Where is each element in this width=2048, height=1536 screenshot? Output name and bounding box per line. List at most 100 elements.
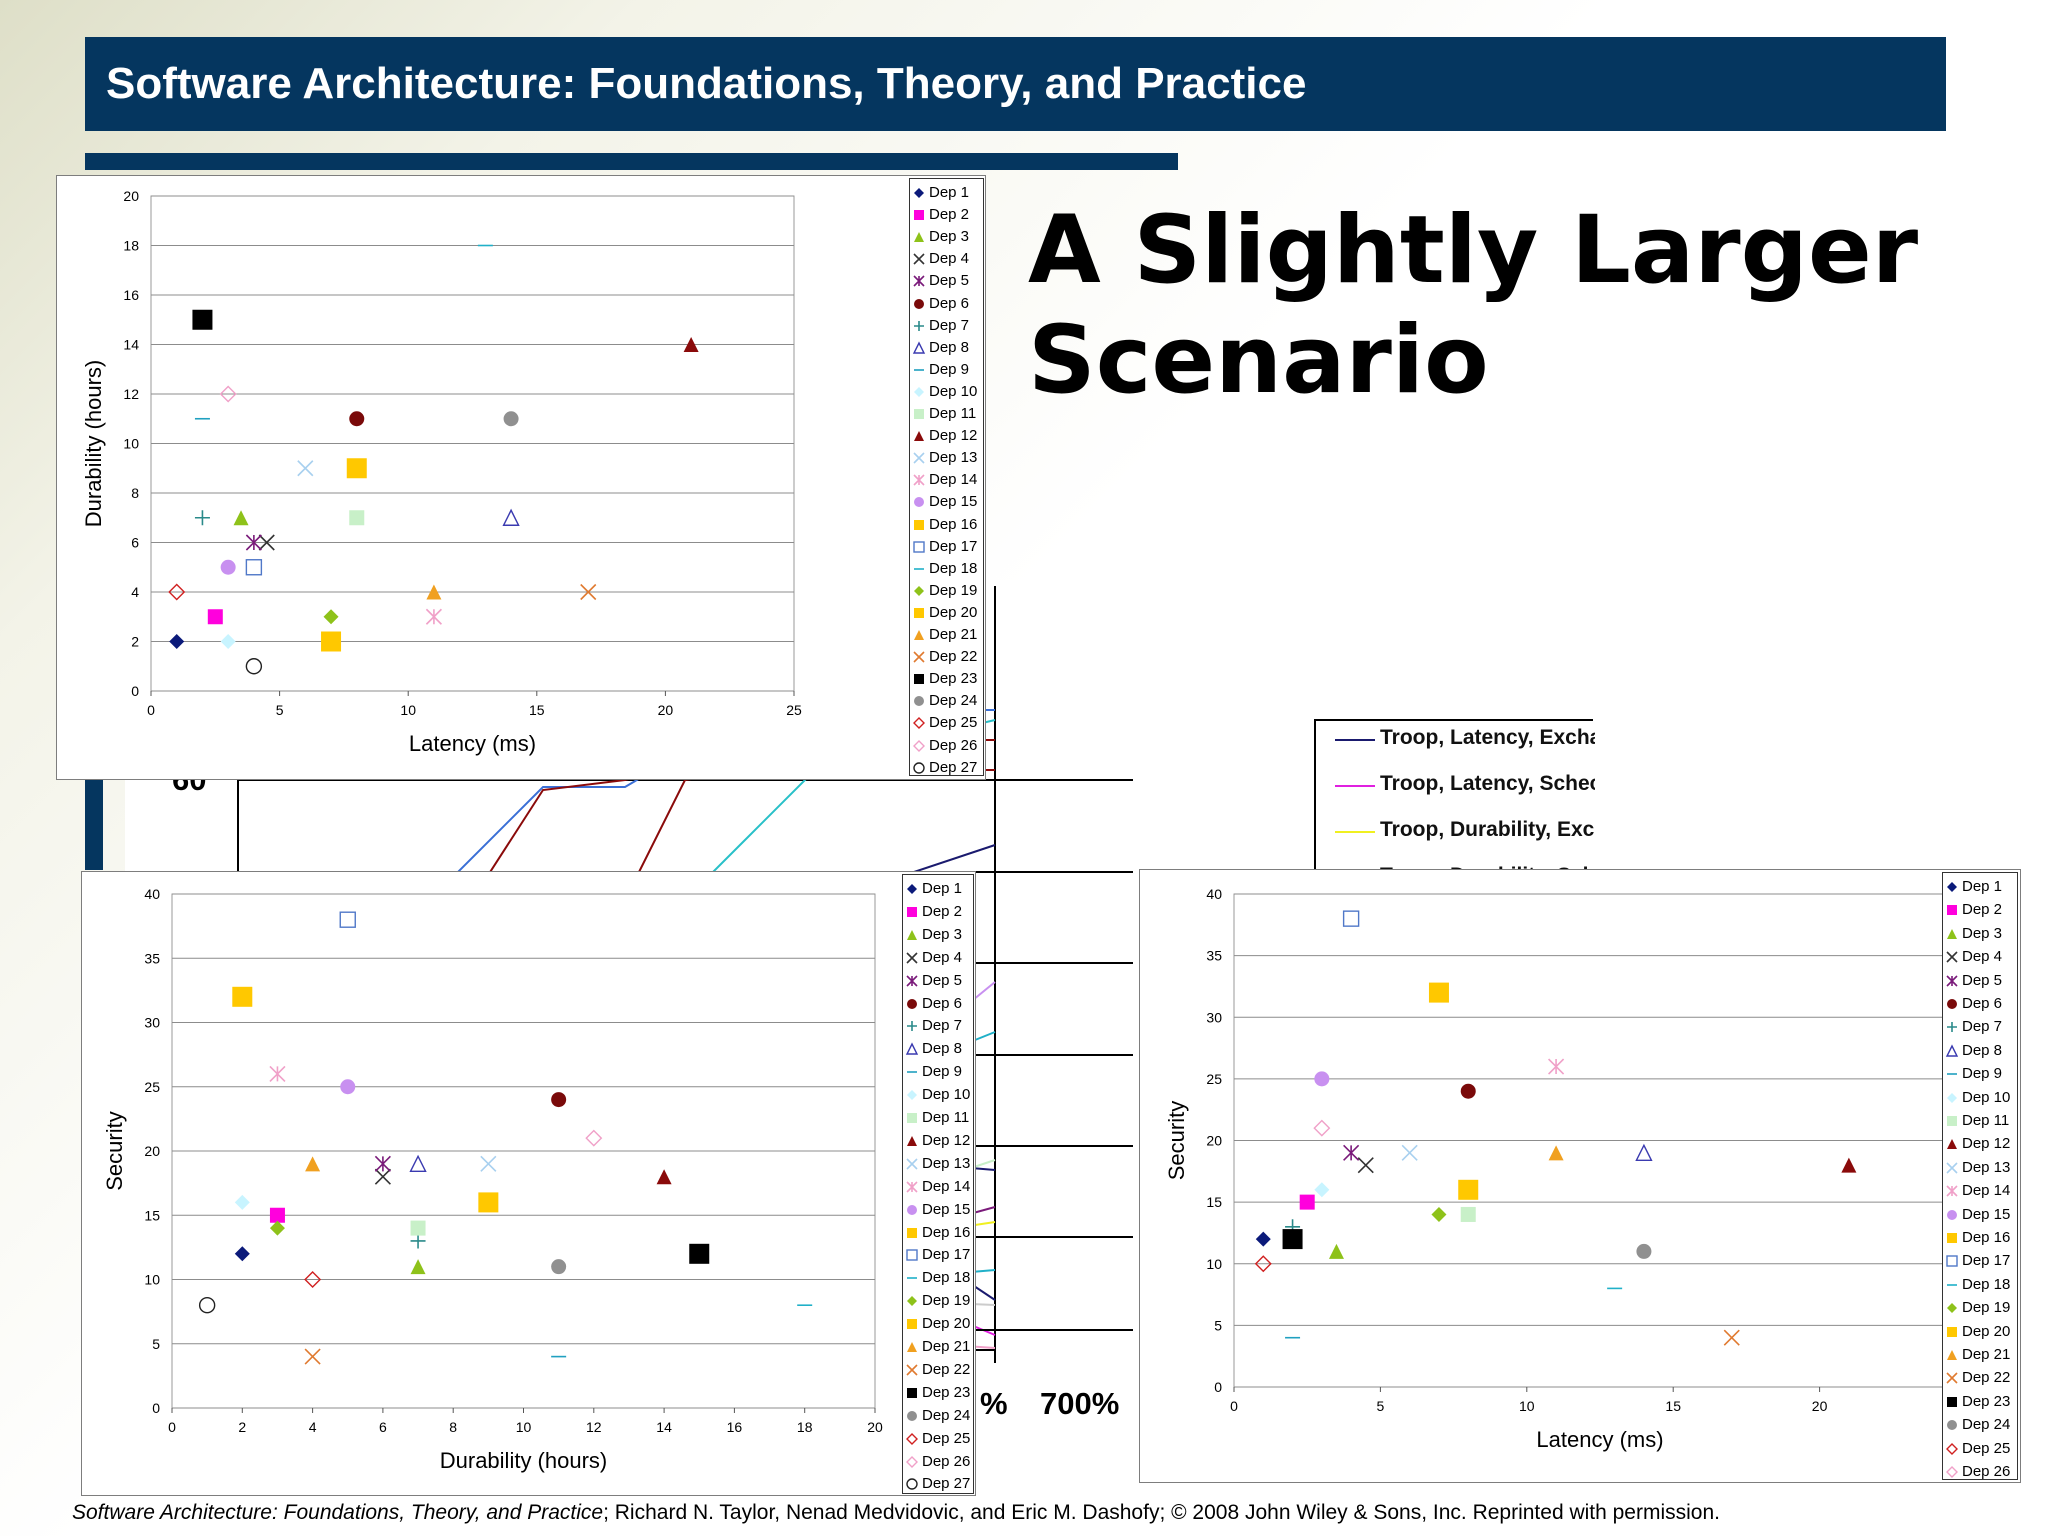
- data-point-dep-3: [233, 510, 249, 526]
- x-axis-label: Latency (ms): [1536, 1427, 1663, 1452]
- x-tick-label: 8: [449, 1419, 457, 1435]
- data-point-dep-15: [220, 559, 236, 575]
- legend-marker: [913, 761, 925, 774]
- y-tick-label: 40: [144, 886, 160, 902]
- data-point-dep-10: [234, 1194, 250, 1210]
- data-point-dep-20: [321, 631, 342, 652]
- x-tick-label: 20: [867, 1419, 883, 1435]
- legend-marker: [914, 188, 924, 198]
- data-point-dep-6: [349, 411, 365, 427]
- y-tick-label: 10: [1206, 1256, 1222, 1272]
- legend-label: Dep 20: [929, 603, 978, 621]
- legend-label: Dep 13: [929, 449, 978, 467]
- legend-label: Dep 3: [1962, 924, 2003, 942]
- data-point-dep-27: [245, 658, 263, 675]
- legend-label: Dep 19: [929, 581, 978, 599]
- legend-marker: [914, 497, 924, 508]
- legend-label: Dep 16: [922, 1223, 971, 1241]
- bg-legend-label: Troop, Latency, Schec: [1380, 772, 1595, 795]
- y-tick-label: 10: [123, 436, 139, 452]
- data-point-dep-27: [198, 1297, 216, 1314]
- y-tick-label: 16: [123, 287, 139, 303]
- legend-marker: [907, 1387, 917, 1398]
- y-tick-label: 0: [1214, 1379, 1222, 1395]
- x-axis-label: Durability (hours): [440, 1448, 608, 1473]
- legend-label: Dep 2: [929, 206, 970, 224]
- legend-marker: [1947, 1396, 1957, 1407]
- legend-marker: [914, 232, 924, 243]
- legend-marker: [1947, 1139, 1957, 1150]
- legend-label: Dep 17: [1962, 1252, 2011, 1270]
- legend-label: Dep 24: [922, 1406, 971, 1424]
- y-tick-label: 30: [144, 1015, 160, 1031]
- legend-label: Dep 7: [1962, 1018, 2003, 1036]
- legend-label: Dep 24: [929, 692, 978, 710]
- data-point-dep-23: [689, 1243, 710, 1264]
- data-point-dep-2: [207, 609, 223, 625]
- data-point-dep-15: [340, 1079, 356, 1095]
- legend-marker: [914, 210, 924, 221]
- legend-marker: [1946, 1442, 1958, 1455]
- data-point-dep-5: [245, 534, 262, 551]
- legend-label: Dep 2: [1962, 901, 2003, 919]
- legend-marker: [1945, 1044, 1959, 1057]
- legend: Dep 1 Dep 2 Dep 3 Dep 4 Dep 5 Dep 6 Dep 7 Dep 8…: [909, 178, 984, 776]
- legend-label: Dep 25: [1962, 1439, 2011, 1457]
- y-axis-label: Durability (hours): [81, 360, 106, 528]
- scatter-svg: 0 2 4 6 8 10 12 14 16 18 20 0 5 10 15 20 25 Latency (ms) D…: [81, 188, 802, 756]
- legend-marker: [1947, 1233, 1957, 1243]
- legend-marker: [914, 298, 924, 309]
- data-point-dep-13: [1401, 1144, 1418, 1161]
- legend-marker: [1946, 1162, 1958, 1174]
- legend-label: Dep 6: [929, 294, 970, 312]
- scatter-chart-latency-security: 05101520253035400510152025Latency (ms)Se…: [1139, 869, 2021, 1483]
- legend-label: Dep 21: [1962, 1346, 2011, 1363]
- data-point-dep-13: [297, 460, 314, 477]
- legend-marker: [1947, 1326, 1957, 1337]
- legend-marker: [1947, 1350, 1957, 1360]
- legend-marker: [906, 975, 918, 987]
- legend-marker: [1947, 882, 1957, 892]
- legend-marker: [907, 1135, 917, 1146]
- legend-marker: [905, 1042, 919, 1055]
- legend: Dep 1 Dep 2 Dep 3 Dep 4 Dep 5 Dep 6 Dep 7 Dep 8…: [902, 874, 974, 1494]
- legend-label: Dep 27: [922, 1475, 971, 1493]
- data-point-dep-14: [1548, 1058, 1565, 1075]
- legend-marker: [1947, 1209, 1957, 1220]
- data-point-dep-25: [168, 583, 186, 601]
- x-tick-label: 0: [147, 702, 155, 718]
- legend-label: Dep 15: [922, 1200, 971, 1218]
- legend-label: Dep 12: [1962, 1135, 2011, 1153]
- y-tick-label: 0: [152, 1400, 160, 1416]
- legend-marker: [913, 452, 925, 464]
- legend-marker: [906, 1181, 918, 1193]
- legend-label: Dep 1: [929, 184, 970, 201]
- legend-label: Dep 3: [922, 925, 963, 943]
- legend-label: Dep 22: [922, 1360, 971, 1378]
- legend-marker: [913, 717, 925, 730]
- legend-marker: [1947, 999, 1957, 1009]
- x-tick-label: 14: [656, 1419, 672, 1435]
- y-tick-label: 8: [131, 485, 139, 501]
- y-tick-label: 40: [1206, 886, 1222, 902]
- x-tick-label: 16: [727, 1419, 743, 1435]
- legend-marker: [914, 386, 924, 397]
- data-point-dep-20: [478, 1192, 499, 1213]
- footer-citation: Software Architecture: Foundations, Theo…: [72, 1501, 1720, 1525]
- data-point-dep-8: [1635, 1143, 1653, 1162]
- legend-label: Dep 26: [1962, 1463, 2011, 1480]
- data-point-dep-13: [480, 1155, 497, 1172]
- legend-label: Dep 11: [922, 1109, 970, 1126]
- scatter-svg: 0 5 10 15 20 25 30 35 40 0 2 4 6 8 10 12 14 16 18 20 Durabil…: [102, 886, 883, 1473]
- data-point-dep-12: [683, 337, 699, 352]
- legend-marker: [914, 630, 924, 640]
- legend-marker: [914, 320, 924, 331]
- x-tick-label: 25: [786, 702, 802, 718]
- legend-label: Dep 5: [922, 971, 963, 989]
- legend-marker: [907, 1090, 917, 1101]
- legend-marker: [1946, 1466, 1958, 1478]
- legend-marker: [914, 409, 924, 419]
- data-point-dep-26: [1313, 1119, 1331, 1137]
- header-bar: Software Architecture: Foundations, Theo…: [85, 37, 1946, 131]
- x-axis-label: Latency (ms): [409, 731, 536, 756]
